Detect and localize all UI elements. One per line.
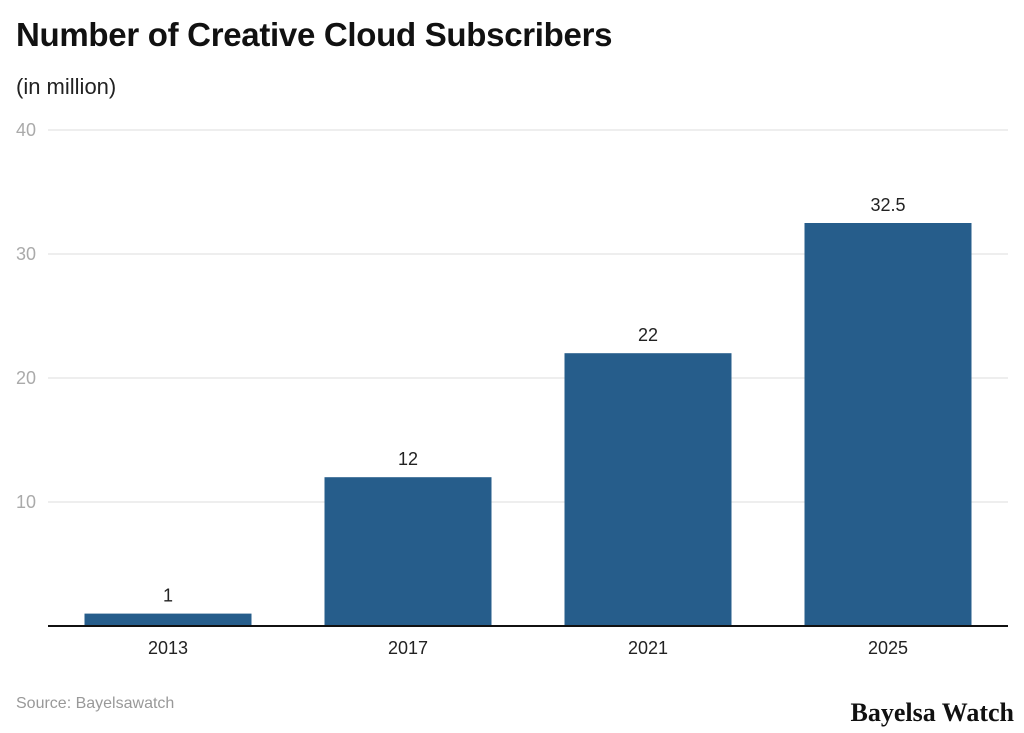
- data-label: 22: [638, 325, 658, 345]
- y-tick-label: 10: [16, 492, 36, 512]
- data-label: 32.5: [870, 195, 905, 215]
- chart-subtitle: (in million): [16, 74, 117, 99]
- y-tick-label: 40: [16, 120, 36, 140]
- brand-logo: Bayelsa Watch: [850, 698, 1014, 727]
- y-tick-label: 30: [16, 244, 36, 264]
- source-note: Source: Bayelsawatch: [16, 695, 175, 712]
- data-label: 12: [398, 449, 418, 469]
- x-tick-label: 2025: [868, 638, 908, 658]
- bar: [84, 613, 252, 626]
- bar: [804, 223, 972, 626]
- y-tick-label: 20: [16, 368, 36, 388]
- data-label: 1: [163, 586, 173, 606]
- x-tick-label: 2017: [388, 638, 428, 658]
- x-tick-label: 2021: [628, 638, 668, 658]
- bar: [564, 353, 732, 626]
- x-tick-label: 2013: [148, 638, 188, 658]
- chart-title: Number of Creative Cloud Subscribers: [16, 16, 613, 53]
- bar: [324, 477, 492, 626]
